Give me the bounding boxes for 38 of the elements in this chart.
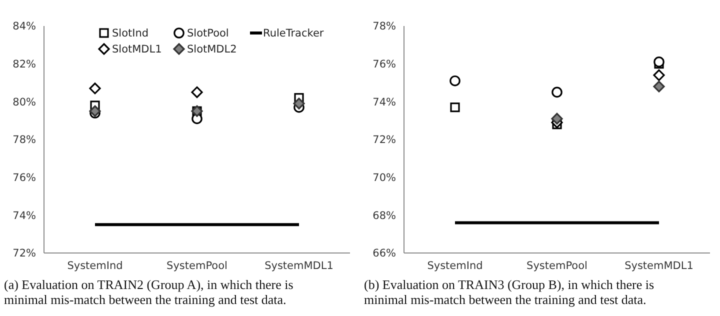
y-tick-label: 72%	[372, 134, 396, 146]
y-tick-label: 82%	[12, 58, 36, 71]
x-tick-label: SystemPool	[166, 260, 228, 272]
x-tick-label: SystemPool	[526, 260, 588, 272]
point	[293, 98, 305, 110]
y-tick-label: 74%	[372, 96, 396, 108]
legend-label: SlotMDL2	[187, 44, 237, 56]
y-tick-label: 80%	[12, 96, 36, 108]
y-tick-label: 70%	[372, 172, 396, 184]
legend-label: SlotInd	[112, 28, 149, 40]
x-tick-label: SystemMDL1	[264, 260, 334, 272]
point	[89, 82, 101, 94]
point	[191, 86, 203, 98]
y-tick-label: 66%	[372, 248, 396, 260]
x-tick-label: SystemInd	[427, 260, 483, 272]
legend-label: SlotPool	[187, 28, 229, 40]
point	[552, 86, 562, 98]
y-tick-label: 68%	[372, 210, 396, 222]
y-tick-label: 72%	[12, 248, 36, 260]
y-tick-label: 78%	[372, 20, 396, 33]
legend-label: SlotMDL1	[112, 44, 162, 56]
text: (b) Evaluation on TRAIN3 (Group B), in which there is minimal mis-match between the training and test data.	[364, 277, 654, 307]
text: (a) Evaluation on TRAIN2 (Group A), in which there is minimal mis-match between the training and test data.	[4, 277, 294, 307]
x-tick-label: SystemMDL1	[624, 260, 694, 272]
point	[89, 105, 101, 117]
legend-label: RuleTracker	[263, 28, 324, 40]
point	[450, 102, 460, 112]
x-tick-label: SystemInd	[67, 260, 123, 272]
y-tick-label: 78%	[12, 134, 36, 146]
point	[551, 112, 563, 124]
point	[653, 80, 665, 92]
y-tick-label: 76%	[12, 172, 36, 184]
point	[450, 75, 460, 86]
point	[654, 56, 664, 68]
y-tick-label: 76%	[372, 58, 396, 71]
y-tick-label: 74%	[12, 210, 36, 222]
point	[653, 69, 665, 81]
y-tick-label: 84%	[12, 20, 36, 33]
